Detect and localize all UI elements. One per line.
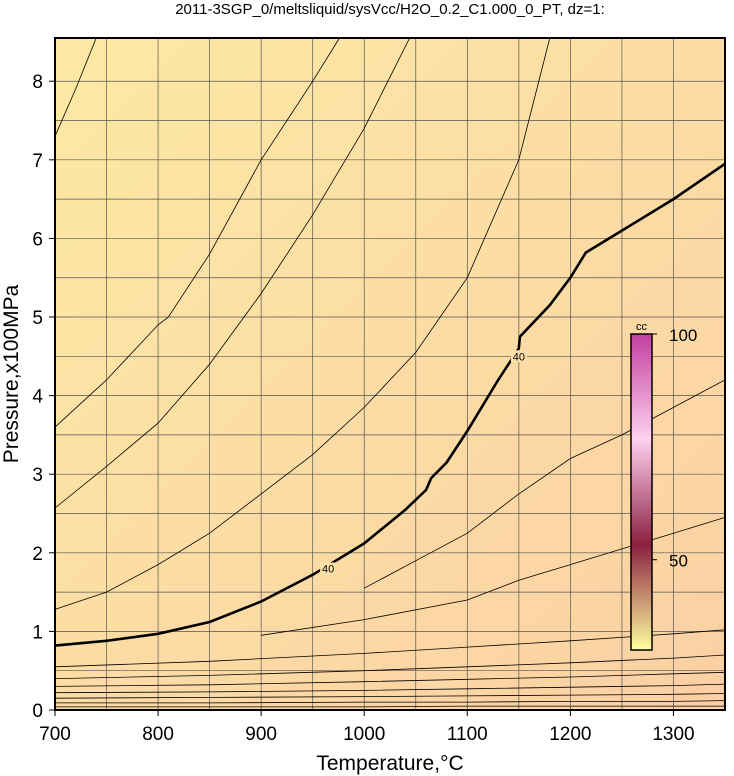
y-tick-label: 8 [32,72,43,93]
contour-label-bg [320,562,337,575]
y-tick-label: 4 [32,387,43,408]
colorbar-tick-label: 50 [669,552,688,571]
contour-line [54,37,410,509]
x-tick-label: 1200 [549,724,591,745]
contour-line-bold [54,162,726,647]
contour-line [54,37,551,610]
contour-line [54,37,97,137]
contour-line [54,693,726,699]
contour-line [55,705,725,708]
y-tick-label: 6 [32,229,43,250]
y-tick-label: 2 [32,544,43,565]
x-tick-label: 900 [245,724,277,745]
x-tick-label: 1000 [343,724,385,745]
contour-line [54,629,726,668]
contour-label: 40 [513,351,525,363]
colorbar-tick-label: 100 [669,326,697,345]
colorbar-label: cc [636,321,648,333]
y-tick-label: 3 [32,465,43,486]
contour-line [364,379,726,589]
y-axis-label: Pressure,x100MPa [0,284,23,463]
x-tick-label: 1300 [652,724,694,745]
contour-line [55,700,726,704]
contour-label-bg [510,350,527,363]
contour-line [54,683,726,694]
contour-line [54,671,726,687]
plot-background [55,38,725,710]
y-tick-label: 1 [32,622,43,643]
x-axis-label: Temperature,°C [316,752,463,775]
contour-line [261,517,726,636]
x-tick-label: 1100 [447,724,488,745]
colorbar [630,333,653,651]
contour-label: 40 [322,564,334,576]
y-tick-label: 7 [32,151,43,172]
y-tick-label: 0 [32,701,43,722]
chart-title: 2011-3SGP_0/meltsliquid/sysVcc/H2O_0.2_C… [175,1,605,18]
y-tick-label: 5 [32,308,43,329]
contour-line [54,37,340,428]
x-tick-label: 700 [39,724,71,745]
contour-line [54,654,726,679]
x-tick-label: 800 [142,724,174,745]
plot-frame [54,37,726,711]
